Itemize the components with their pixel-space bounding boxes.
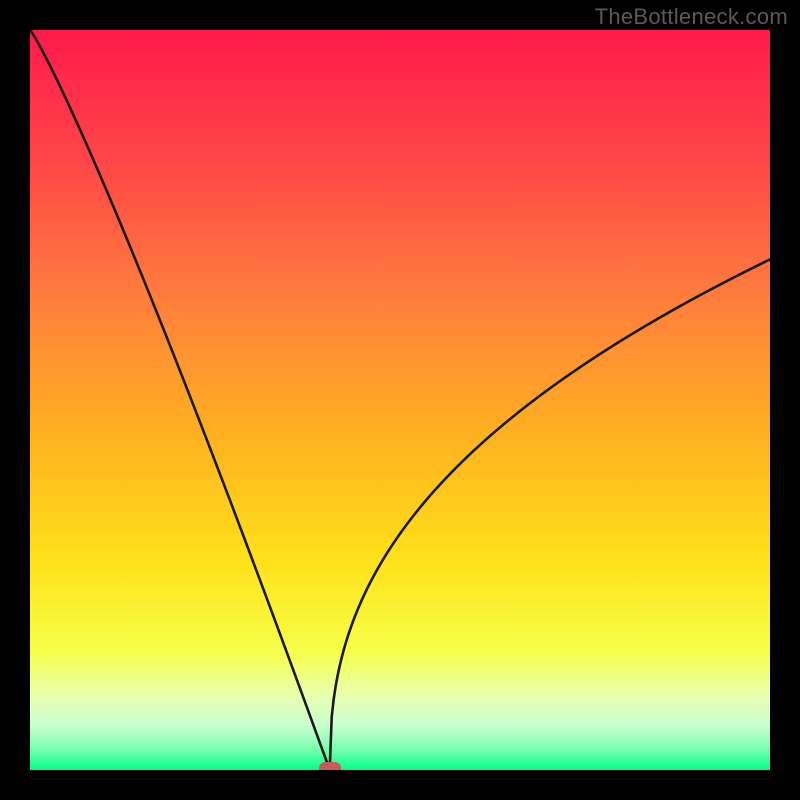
bottleneck-curve — [30, 30, 770, 770]
watermark-text: TheBottleneck.com — [595, 4, 788, 30]
frame-bottom — [0, 770, 800, 800]
frame-left — [0, 0, 30, 800]
notch-marker — [319, 762, 341, 770]
frame-right — [770, 0, 800, 800]
plot-area — [30, 30, 770, 770]
